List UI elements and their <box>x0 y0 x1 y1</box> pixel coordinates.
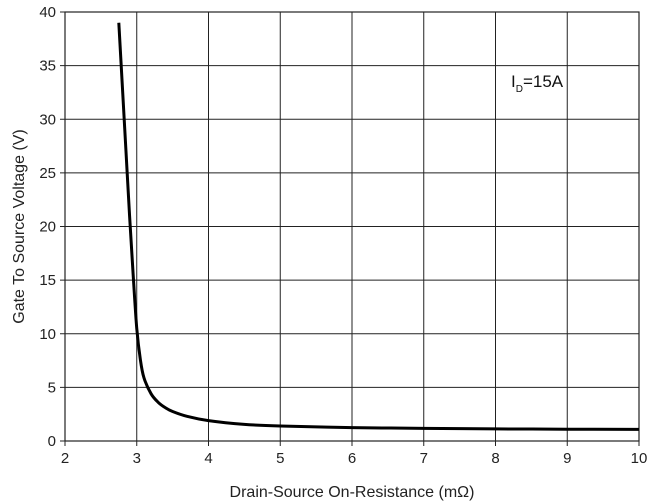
y-tick-label: 5 <box>48 379 56 396</box>
y-tick-label: 40 <box>39 4 56 21</box>
annotation-value: =15A <box>523 72 564 91</box>
annotation-subscript: D <box>516 84 523 95</box>
x-axis-title: Drain-Source On-Resistance (mΩ) <box>230 484 475 501</box>
y-tick-label: 30 <box>39 111 56 128</box>
x-tick-label: 6 <box>348 450 356 467</box>
series-group <box>117 22 640 431</box>
y-tick-label: 10 <box>39 326 56 343</box>
x-tick-label: 8 <box>491 450 499 467</box>
x-tick-label: 2 <box>61 450 69 467</box>
annotation-main: I <box>511 72 516 91</box>
y-tick-label: 25 <box>39 165 56 182</box>
y-axis-ticks: 0 5 10 15 20 25 30 35 40 <box>39 4 65 450</box>
x-tick-label: 10 <box>631 450 648 467</box>
x-tick-label: 3 <box>133 450 141 467</box>
x-tick-label: 5 <box>276 450 284 467</box>
y-axis-title: Gate To Source Voltage (V) <box>11 129 28 323</box>
plot-frame <box>64 11 640 442</box>
condition-annotation: ID=15A <box>511 72 564 95</box>
x-axis-ticks: 2 3 4 5 6 7 8 9 10 <box>61 441 648 467</box>
x-tick-label: 7 <box>420 450 428 467</box>
x-tick-label: 9 <box>563 450 571 467</box>
y-tick-label: 15 <box>39 272 56 289</box>
y-tick-label: 0 <box>48 433 56 450</box>
y-tick-label: 20 <box>39 219 56 236</box>
x-tick-label: 4 <box>204 450 212 467</box>
series-line <box>117 22 640 431</box>
y-tick-label: 35 <box>39 58 56 75</box>
